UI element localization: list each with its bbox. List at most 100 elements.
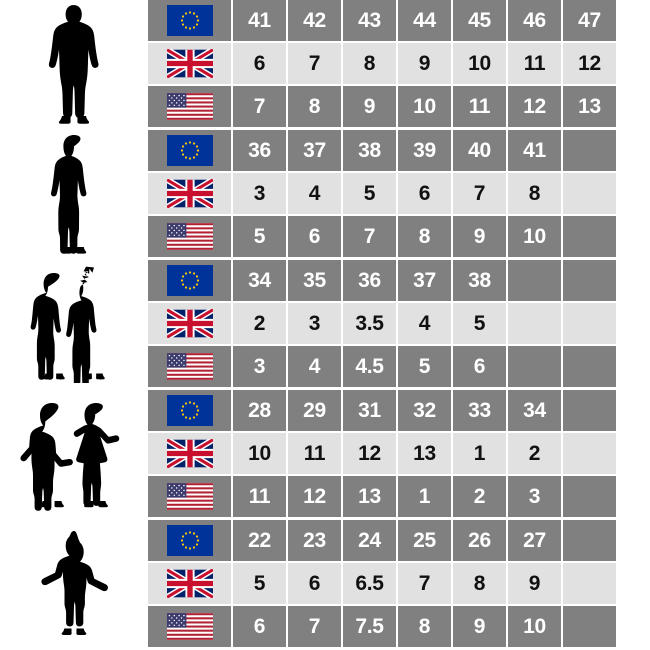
size-row-eu: 41 42 43 44 45 46 47 <box>148 0 616 41</box>
size-cell: 7 <box>288 606 341 647</box>
flag-cell-uk <box>148 43 231 84</box>
size-group-3: 34 35 36 37 38 2 3 3.5 4 5 3 4 4.5 5 6 <box>0 260 650 388</box>
size-cell-empty <box>563 563 616 604</box>
size-cell: 41 <box>508 130 561 171</box>
size-group-5: 22 23 24 25 26 27 5 6 6.5 7 8 9 6 7 7.5 8 9 10 <box>0 520 650 648</box>
size-row-us: 6 7 7.5 8 9 10 <box>148 606 616 647</box>
size-cell: 3 <box>288 303 341 344</box>
size-cell: 5 <box>398 346 451 387</box>
size-cell: 7 <box>398 563 451 604</box>
adult-man-silhouette <box>0 0 148 128</box>
size-cell: 40 <box>453 130 506 171</box>
size-cell: 5 <box>343 173 396 214</box>
size-row-us: 5 6 7 8 9 10 <box>148 216 616 257</box>
size-cell: 7 <box>453 173 506 214</box>
size-cell: 8 <box>398 606 451 647</box>
flag-cell-uk <box>148 433 231 474</box>
size-cell: 2 <box>508 433 561 474</box>
young-children-silhouette <box>20 403 120 511</box>
size-cell: 12 <box>508 86 561 127</box>
size-cell: 7 <box>288 43 341 84</box>
size-cell: 46 <box>508 0 561 41</box>
us-flag-icon <box>166 613 213 640</box>
size-cell: 10 <box>398 86 451 127</box>
flag-cell-uk <box>148 303 231 344</box>
size-cell: 11 <box>288 433 341 474</box>
us-flag-icon <box>166 93 213 120</box>
size-cell: 47 <box>563 0 616 41</box>
us-flag-icon <box>166 223 213 250</box>
flag-cell-eu <box>148 0 231 41</box>
size-cell-empty <box>563 216 616 257</box>
size-cell: 2 <box>453 476 506 517</box>
size-row-us: 3 4 4.5 5 6 <box>148 346 616 387</box>
size-cell: 45 <box>453 0 506 41</box>
size-rows: 34 35 36 37 38 2 3 3.5 4 5 3 4 4.5 5 6 <box>148 260 616 388</box>
eu-flag-icon <box>166 135 213 166</box>
size-cell: 38 <box>453 260 506 301</box>
eu-flag-icon <box>166 265 213 296</box>
flag-cell-us <box>148 216 231 257</box>
size-cell: 8 <box>508 173 561 214</box>
size-cell: 38 <box>343 130 396 171</box>
size-cell: 34 <box>233 260 286 301</box>
size-row-eu: 28 29 31 32 33 34 <box>148 390 616 431</box>
size-cell: 22 <box>233 520 286 561</box>
size-cell-empty <box>563 476 616 517</box>
size-cell: 3 <box>233 346 286 387</box>
size-cell: 27 <box>508 520 561 561</box>
size-cell: 3 <box>508 476 561 517</box>
size-row-eu: 36 37 38 39 40 41 <box>148 130 616 171</box>
size-cell: 44 <box>398 0 451 41</box>
flag-cell-us <box>148 606 231 647</box>
size-row-uk: 6 7 8 9 10 11 12 <box>148 43 616 84</box>
flag-cell-eu <box>148 130 231 171</box>
size-cell: 4.5 <box>343 346 396 387</box>
eu-flag-icon <box>166 5 213 36</box>
size-cell: 7.5 <box>343 606 396 647</box>
size-cell: 7 <box>233 86 286 127</box>
size-cell-empty <box>563 260 616 301</box>
size-rows: 22 23 24 25 26 27 5 6 6.5 7 8 9 6 7 7.5 8 9 10 <box>148 520 616 648</box>
size-cell-empty <box>563 130 616 171</box>
size-cell: 6.5 <box>343 563 396 604</box>
size-cell: 41 <box>233 0 286 41</box>
size-cell: 28 <box>233 390 286 431</box>
size-cell: 42 <box>288 0 341 41</box>
size-cell: 1 <box>398 476 451 517</box>
flag-cell-us <box>148 476 231 517</box>
eu-flag-icon <box>166 525 213 556</box>
size-cell: 6 <box>233 43 286 84</box>
us-flag-icon <box>166 483 213 510</box>
young-children-silhouette <box>0 390 148 518</box>
size-cell-empty <box>508 346 561 387</box>
adult-woman-silhouette <box>51 135 87 254</box>
flag-cell-uk <box>148 563 231 604</box>
uk-flag-icon <box>166 309 213 338</box>
size-cell: 1 <box>453 433 506 474</box>
size-cell: 34 <box>508 390 561 431</box>
size-cell: 9 <box>343 86 396 127</box>
older-children-silhouette <box>0 260 148 388</box>
size-cell: 26 <box>453 520 506 561</box>
size-cell: 32 <box>398 390 451 431</box>
size-cell-empty <box>563 346 616 387</box>
size-cell: 8 <box>288 86 341 127</box>
size-cell: 13 <box>398 433 451 474</box>
size-cell-empty <box>563 390 616 431</box>
size-cell: 8 <box>398 216 451 257</box>
size-cell: 8 <box>343 43 396 84</box>
flag-cell-us <box>148 86 231 127</box>
size-cell: 31 <box>343 390 396 431</box>
uk-flag-icon <box>166 569 213 598</box>
size-cell-empty <box>563 173 616 214</box>
size-row-us: 7 8 9 10 11 12 13 <box>148 86 616 127</box>
size-cell: 25 <box>398 520 451 561</box>
older-children-silhouette <box>30 266 105 383</box>
size-cell-empty <box>563 433 616 474</box>
adult-man-silhouette <box>48 5 99 124</box>
flag-cell-us <box>148 346 231 387</box>
size-cell: 37 <box>288 130 341 171</box>
